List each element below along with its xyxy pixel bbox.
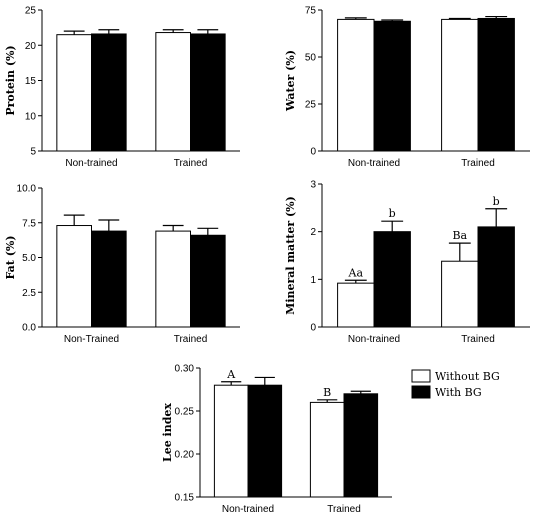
y-axis-title: Mineral matter (%) <box>284 196 297 315</box>
y-tick-label: 50 <box>305 53 317 64</box>
y-tick-label: 0.20 <box>175 450 195 461</box>
bar-without-bg <box>337 18 375 152</box>
y-tick-label: 0 <box>310 323 316 334</box>
y-axis-title: Protein (%) <box>4 45 17 115</box>
y-tick-label: 75 <box>305 6 317 17</box>
y-tick-label: 15 <box>25 76 37 87</box>
bar-without-bg <box>441 18 479 152</box>
y-tick-label: 2.5 <box>22 288 36 299</box>
panel-mineral: 0 1 2 3 Mineral matter (%) Aa b Non-trained Ba b T… <box>284 180 530 345</box>
y-tick-label: 5.0 <box>22 253 36 264</box>
legend-swatch-with-bg <box>411 385 431 399</box>
x-category-label: Non-trained <box>348 334 400 345</box>
bar-with-bg <box>373 20 411 152</box>
x-category-label: Trained <box>327 504 361 515</box>
bar-with-bg <box>190 33 226 152</box>
x-category-label: Non-trained <box>65 158 117 169</box>
significance-label: B <box>323 386 331 399</box>
x-category-label: Non-trained <box>348 158 400 169</box>
y-tick-label: 20 <box>25 41 37 52</box>
y-tick-label: 10 <box>25 111 37 122</box>
x-category-label: Non-Trained <box>64 334 119 345</box>
y-tick-label: 1 <box>310 275 316 286</box>
bar-with-bg <box>373 231 411 328</box>
y-tick-label: 0.15 <box>175 493 195 504</box>
bar-without-bg <box>337 282 375 328</box>
bar-without-bg <box>155 230 192 328</box>
bar-without-bg <box>441 260 479 328</box>
bar-with-bg <box>91 33 127 152</box>
y-tick-label: 0.0 <box>22 323 36 334</box>
panel-lee: 0.15 0.20 0.25 0.30 Lee index A Non-trained B Tr… <box>161 364 392 515</box>
y-axis-title: Water (%) <box>284 50 297 112</box>
x-category-label: Trained <box>461 158 495 169</box>
significance-label: A <box>226 368 236 381</box>
significance-label: Aa <box>348 266 364 279</box>
y-tick-label: 10.0 <box>17 184 37 195</box>
bar-without-bg <box>155 32 192 152</box>
bar-without-bg <box>56 34 92 152</box>
bar-with-bg <box>343 393 379 498</box>
x-category-label: Trained <box>174 334 208 345</box>
y-tick-label: 0.30 <box>175 364 195 375</box>
x-category-label: Non-trained <box>222 504 274 515</box>
legend-label-without-bg: Without BG <box>435 370 500 383</box>
panel-water: 0 25 50 75 Water (%) Non-trained Trained <box>284 6 530 169</box>
panel-fat: 0.0 2.5 5.0 7.5 10.0 Fat (%) Non-Trained Traine… <box>4 184 240 345</box>
bar-without-bg <box>56 225 92 328</box>
bar-with-bg <box>247 384 283 498</box>
y-tick-label: 25 <box>305 100 317 111</box>
legend-label-with-bg: With BG <box>435 386 482 399</box>
panel-protein: 5 10 15 20 25 Protein (%) Non-trained Trained <box>4 6 240 169</box>
y-tick-label: 5 <box>30 147 36 158</box>
y-tick-label: 2 <box>310 227 316 238</box>
y-tick-label: 0 <box>310 147 316 158</box>
bar-with-bg <box>91 230 127 328</box>
y-tick-label: 7.5 <box>22 218 36 229</box>
y-tick-label: 0.25 <box>175 407 195 418</box>
significance-label: Ba <box>452 229 467 242</box>
legend: Without BG With BG <box>411 369 500 399</box>
x-category-label: Trained <box>461 334 495 345</box>
bar-with-bg <box>477 17 515 152</box>
y-axis-title: Lee index <box>161 403 174 462</box>
significance-label: b <box>493 195 500 208</box>
bar-without-bg <box>309 401 345 498</box>
bar-without-bg <box>213 384 249 498</box>
x-category-label: Trained <box>174 158 208 169</box>
bar-with-bg <box>190 234 226 328</box>
y-tick-label: 25 <box>25 6 37 17</box>
legend-swatch-without-bg <box>411 369 431 383</box>
y-axis-title: Fat (%) <box>4 235 17 279</box>
bar-with-bg <box>477 226 515 328</box>
y-tick-label: 3 <box>310 180 316 191</box>
significance-label: b <box>389 207 396 220</box>
